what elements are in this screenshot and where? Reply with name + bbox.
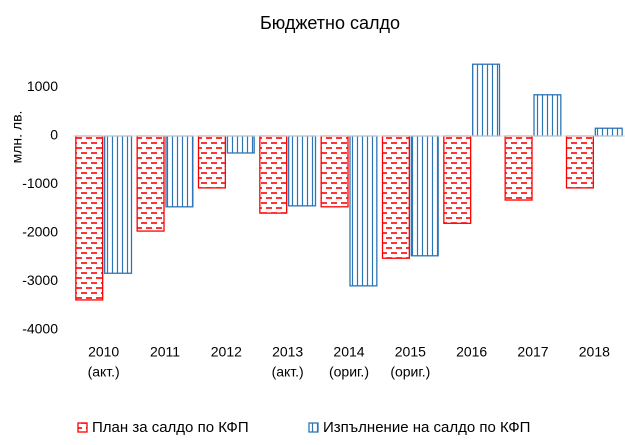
legend-swatch: [308, 422, 319, 433]
bar: [75, 135, 104, 301]
x-tick-note: (акт.): [272, 364, 304, 380]
x-tick-label: 2015: [395, 344, 426, 360]
y-tick-label: -4000: [22, 321, 58, 337]
bar: [197, 135, 226, 189]
bar: [410, 135, 439, 257]
bar: [504, 135, 533, 201]
x-tick-note: (акт.): [88, 364, 120, 380]
legend-label: План за салдо по КФП: [92, 419, 249, 436]
x-tick-label: 2016: [456, 344, 487, 360]
y-tick-label: -2000: [22, 224, 58, 240]
bar: [349, 135, 378, 287]
x-tick-label: 2013: [272, 344, 303, 360]
x-tick-label: 2017: [517, 344, 548, 360]
y-axis-label: млн. лв.: [9, 111, 25, 164]
x-tick-label: 2010: [88, 344, 119, 360]
bar: [472, 63, 501, 137]
x-tick-note: (ориг.): [390, 364, 430, 380]
bar: [165, 135, 194, 208]
legend-swatch: [77, 422, 88, 433]
legend-label: Изпълнение на салдо по КФП: [323, 419, 530, 436]
y-tick-label: -3000: [22, 272, 58, 288]
y-tick-label: 1000: [27, 78, 58, 94]
bar: [320, 135, 349, 208]
bar: [136, 135, 165, 232]
y-tick-label: 0: [50, 127, 58, 143]
x-tick-label: 2018: [579, 344, 610, 360]
x-tick-note: (ориг.): [329, 364, 369, 380]
x-tick-label: 2014: [333, 344, 364, 360]
y-tick-label: -1000: [22, 175, 58, 191]
chart-title: Бюджетно салдо: [260, 13, 400, 33]
x-tick-label: 2012: [211, 344, 242, 360]
x-tick-label: 2011: [150, 344, 180, 360]
bar: [533, 94, 562, 137]
bar: [259, 135, 288, 214]
bar: [443, 135, 472, 224]
bar: [565, 135, 594, 189]
bar: [381, 135, 410, 259]
bar: [226, 135, 255, 154]
bar: [288, 135, 317, 207]
bar: [594, 127, 623, 137]
bar: [104, 135, 133, 274]
